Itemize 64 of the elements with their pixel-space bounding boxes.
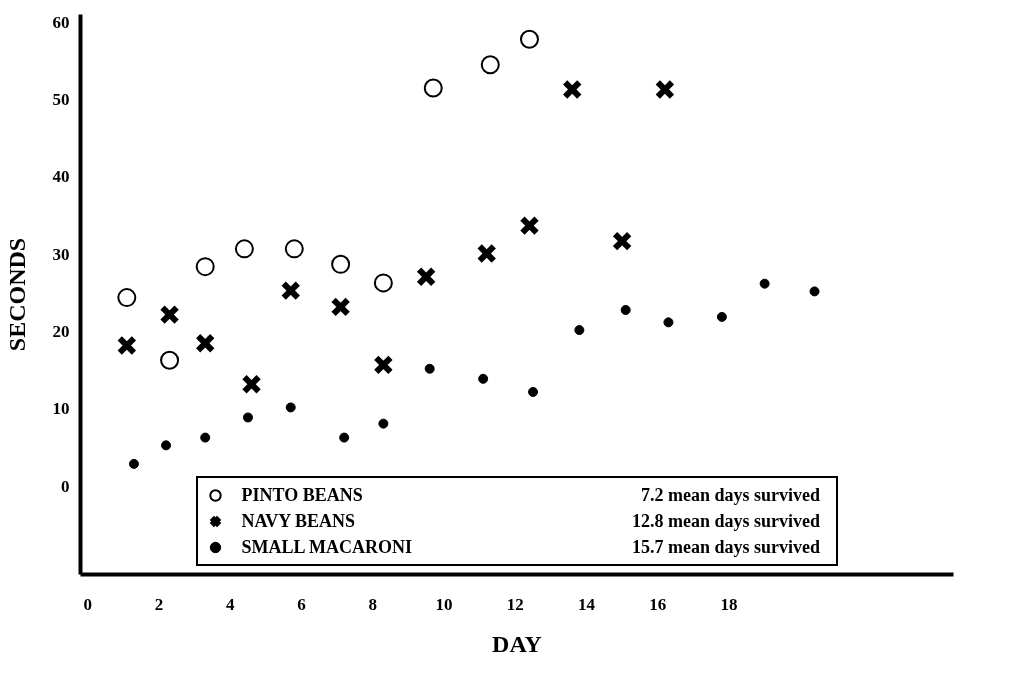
- point: [480, 55, 500, 75]
- x-tick-label: 4: [225, 594, 235, 614]
- point: [159, 304, 180, 325]
- y-tick-label: 10: [52, 399, 70, 419]
- legend-label: PINTO BEANS: [241, 484, 363, 505]
- x-tick-label: 0: [83, 594, 92, 614]
- point: [339, 432, 350, 443]
- point: [160, 350, 180, 370]
- point: [476, 243, 497, 264]
- point: [378, 418, 389, 429]
- point: [519, 215, 540, 236]
- point: [620, 304, 631, 315]
- annotation: 7.2 mean days survived: [640, 484, 820, 505]
- y-axis-title: SECONDS: [3, 237, 30, 352]
- point: [195, 257, 215, 277]
- point: [200, 432, 211, 443]
- y-tick-label: 0: [61, 476, 70, 496]
- x-tick-label: 14: [577, 594, 596, 614]
- point: [331, 254, 351, 274]
- y-tick-label: 60: [52, 12, 70, 32]
- point: [116, 335, 137, 356]
- x-tick-label: 8: [368, 594, 377, 614]
- y-tick-label: 40: [52, 167, 70, 187]
- point: [416, 266, 437, 287]
- point: [759, 278, 770, 289]
- annotation: 15.7 mean days survived: [631, 536, 820, 557]
- point: [161, 440, 172, 451]
- point: [330, 296, 351, 317]
- y-tick-label: 50: [52, 90, 70, 110]
- annotation: 12.8 mean days survived: [631, 510, 820, 531]
- point: [423, 78, 443, 98]
- y-tick-label: 20: [52, 322, 70, 342]
- point: [663, 317, 674, 328]
- x-tick-label: 6: [297, 594, 306, 614]
- point: [519, 29, 539, 49]
- point: [195, 333, 216, 354]
- point: [612, 231, 633, 252]
- point: [809, 286, 820, 297]
- x-tick-label: 12: [506, 594, 524, 614]
- x-tick-label: 2: [154, 594, 164, 614]
- y-tick-label: 30: [52, 244, 70, 264]
- x-axis-title: DAY: [492, 630, 542, 657]
- point: [117, 288, 137, 308]
- point: [285, 402, 296, 413]
- x-tick-label: 10: [435, 594, 453, 614]
- point: [528, 386, 539, 397]
- point: [574, 325, 585, 336]
- point: [128, 458, 139, 469]
- legend-label: SMALL MACARONI: [241, 536, 413, 557]
- point: [241, 374, 262, 395]
- point: [242, 412, 253, 423]
- point: [373, 354, 394, 375]
- point: [280, 280, 301, 301]
- x-tick-label: 18: [720, 594, 738, 614]
- point: [654, 79, 675, 100]
- point: [234, 239, 254, 259]
- x-tick-label: 16: [649, 594, 667, 614]
- point: [562, 79, 583, 100]
- legend-label: NAVY BEANS: [241, 510, 356, 531]
- point: [716, 311, 727, 322]
- point: [478, 373, 489, 384]
- point: [284, 239, 304, 259]
- point: [424, 363, 435, 374]
- point: [373, 273, 393, 293]
